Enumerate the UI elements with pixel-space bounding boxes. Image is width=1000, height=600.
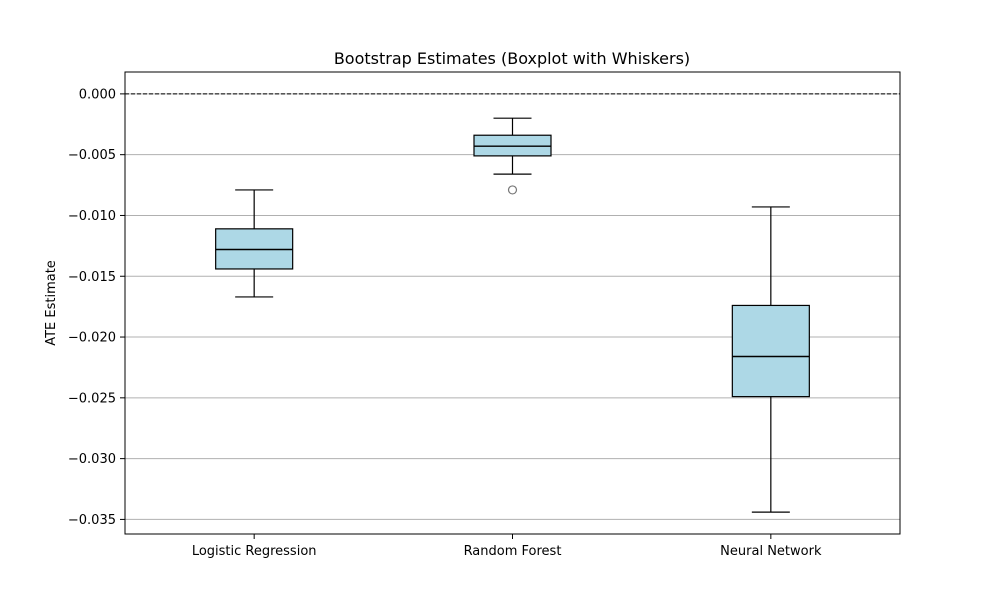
y-tick-label: −0.020 (68, 331, 116, 346)
x-tick-label: Logistic Regression (192, 544, 317, 559)
box-group (473, 117, 552, 195)
y-axis-label: ATE Estimate (44, 260, 59, 346)
chart-title: Bootstrap Estimates (Boxplot with Whiske… (334, 49, 690, 68)
x-tick-label: Neural Network (720, 544, 822, 559)
y-tick-label: −0.025 (68, 391, 116, 406)
box-group (731, 206, 810, 513)
y-tick-label: −0.015 (68, 270, 116, 285)
y-tick-label: −0.030 (68, 452, 116, 467)
box-group (215, 189, 294, 298)
y-tick-label: −0.035 (68, 513, 116, 528)
ticks-layer: 0.000 −0.005 −0.010 −0.015 −0.020 −0.025 −0.03… (68, 87, 822, 559)
y-tick-label: 0.000 (79, 87, 116, 102)
y-tick-label: −0.005 (68, 148, 116, 163)
y-tick-label: −0.010 (68, 209, 116, 224)
outlier-point (507, 185, 518, 195)
plot-area-frame (124, 71, 901, 535)
boxes-layer (215, 117, 810, 513)
x-tick-label: Random Forest (464, 544, 562, 559)
box-iqr (731, 304, 810, 398)
